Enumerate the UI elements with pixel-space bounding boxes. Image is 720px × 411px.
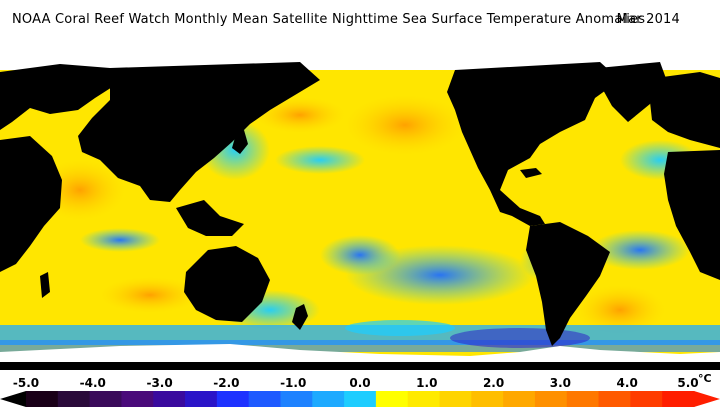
colorbar-segment <box>375 391 409 407</box>
colorbar-segment <box>57 391 91 407</box>
colorbar <box>0 391 720 407</box>
map-canvas <box>0 40 720 370</box>
colorbar-segment <box>471 391 504 407</box>
title-date: Mar 2014 <box>616 12 680 27</box>
sst-anomaly-map <box>0 40 720 370</box>
colorbar-tick-label: 3.0 <box>549 376 572 390</box>
colorbar-segment <box>153 391 186 407</box>
colorbar-segment <box>185 391 218 407</box>
greenland <box>598 62 668 122</box>
colorbar-unit: °C <box>698 372 712 385</box>
colorbar-tick-label: 5.0 <box>677 376 699 390</box>
colorbar-segment <box>598 391 631 407</box>
africa <box>0 136 62 272</box>
eurasia-west <box>0 64 120 130</box>
madagascar <box>40 272 50 298</box>
colorbar-segment <box>534 391 568 407</box>
europe-east-edge <box>640 72 720 148</box>
colorbar-tick-label: -1.0 <box>280 376 307 390</box>
new-zealand <box>292 304 308 330</box>
antarctica <box>0 362 720 370</box>
colorbar-tick-label: -4.0 <box>79 376 106 390</box>
australia <box>184 246 270 322</box>
colorbar-tick-label: 2.0 <box>482 376 505 390</box>
colorbar-segment <box>439 391 472 407</box>
southeast-asia <box>176 200 244 236</box>
land <box>0 62 720 370</box>
colorbar-segment <box>216 391 250 407</box>
colorbar-min-arrow <box>0 391 26 407</box>
colorbar-segment <box>566 391 600 407</box>
colorbar-segment <box>407 391 441 407</box>
colorbar-tick-label: 0.0 <box>349 376 371 390</box>
arctic-ice <box>0 40 720 70</box>
colorbar-tick-label: -2.0 <box>213 376 240 390</box>
colorbar-segment <box>121 391 154 407</box>
colorbar-tick-label: 1.0 <box>416 376 438 390</box>
colorbar-segment <box>280 391 313 407</box>
colorbar-max-arrow <box>694 391 720 407</box>
colorbar-segment <box>662 391 695 407</box>
colorbar-labels: -5.0 -4.0 -3.0 -2.0 -1.0 0.0 1.0 2.0 3.0 4.0 5.0 °C <box>0 372 720 390</box>
title-text: NOAA Coral Reef Watch Monthly Mean Satel… <box>12 12 646 27</box>
colorbar-tick-label: 4.0 <box>616 376 638 390</box>
colorbar-segment <box>312 391 345 407</box>
asia <box>78 62 320 202</box>
south-america <box>526 222 610 346</box>
north-america <box>447 62 620 226</box>
colorbar-segment <box>248 391 281 407</box>
colorbar-segment <box>503 391 536 407</box>
caribbean <box>520 168 542 178</box>
colorbar-tick-label: -3.0 <box>146 376 173 390</box>
colorbar-segment <box>26 391 59 407</box>
colorbar-segment <box>630 391 663 407</box>
colorbar-segment <box>89 391 122 407</box>
africa-east-edge <box>664 150 720 280</box>
colorbar-segment <box>344 391 377 407</box>
map-title: NOAA Coral Reef Watch Monthly Mean Satel… <box>0 0 720 40</box>
colorbar-tick-label: -5.0 <box>12 376 40 390</box>
japan <box>232 130 248 154</box>
